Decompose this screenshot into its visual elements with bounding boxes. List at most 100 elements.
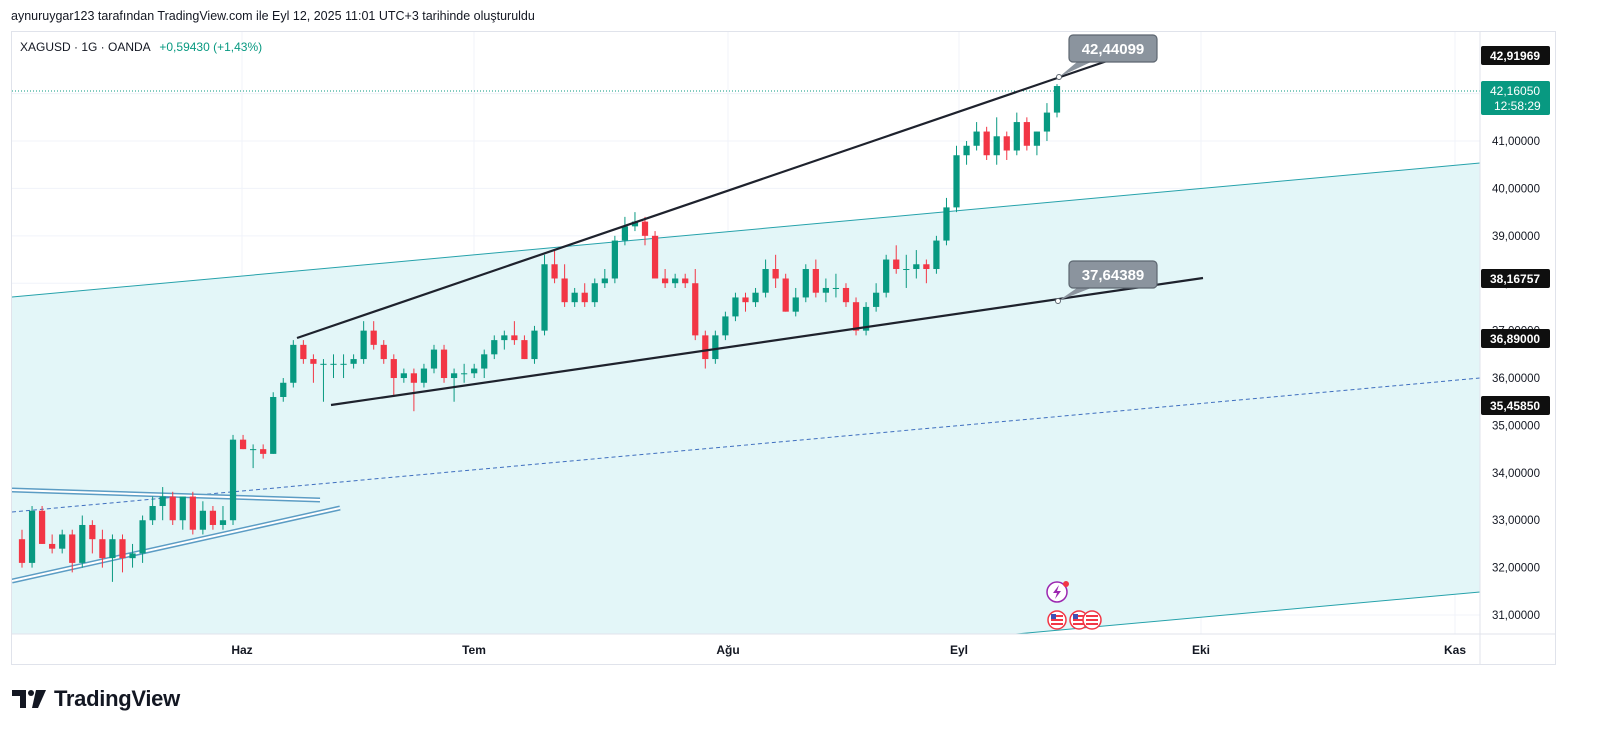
candle-body xyxy=(1013,122,1020,151)
candle-body xyxy=(832,287,840,289)
candle xyxy=(250,444,257,469)
candle-body xyxy=(742,297,749,303)
candle-body xyxy=(49,543,56,549)
candle-body xyxy=(461,373,468,375)
us-flag-icon[interactable] xyxy=(1082,610,1102,630)
candle-body xyxy=(812,269,819,293)
candle-body xyxy=(913,264,920,270)
candle-body xyxy=(250,449,257,451)
candle-body xyxy=(481,354,488,369)
candle xyxy=(481,349,488,379)
candle-body xyxy=(933,240,940,270)
trendline-upper xyxy=(296,58,1111,340)
price-callout[interactable]: 42,44099 xyxy=(1056,34,1158,80)
candle-body xyxy=(350,359,357,364)
candle-body xyxy=(491,340,498,355)
y-tick-label: 33,00000 xyxy=(1492,515,1540,527)
candle-body xyxy=(59,534,66,549)
candle-body xyxy=(842,287,850,303)
candle-body xyxy=(651,235,659,279)
candle xyxy=(1033,131,1041,156)
candle-body xyxy=(1023,122,1030,146)
candle xyxy=(973,122,980,151)
event-icons[interactable] xyxy=(1046,581,1102,630)
candle-body xyxy=(1043,112,1051,132)
candle-body xyxy=(450,373,458,379)
candle-body xyxy=(641,221,649,236)
us-flag-icon[interactable] xyxy=(1047,610,1067,630)
candle xyxy=(79,515,86,568)
price-label-bg xyxy=(1481,269,1550,288)
candle xyxy=(822,278,829,303)
candle xyxy=(28,506,36,568)
candle xyxy=(651,231,659,279)
candle-body xyxy=(752,292,759,303)
candle xyxy=(69,529,76,573)
candle-body xyxy=(18,539,26,563)
tradingview-brand[interactable]: TradingView xyxy=(12,686,180,712)
candle-body xyxy=(440,349,448,379)
candle-body xyxy=(280,382,287,397)
candle-body xyxy=(99,539,106,559)
candle-body xyxy=(893,259,900,270)
price-label-bg xyxy=(1481,329,1550,348)
callout-pointer xyxy=(1059,62,1091,77)
candle-body xyxy=(290,344,297,383)
price-callouts: 42,44099 37,64389 xyxy=(1055,34,1158,304)
y-tick-label: 36,00000 xyxy=(1492,373,1540,385)
candle xyxy=(1043,103,1051,142)
candle-body xyxy=(581,292,588,303)
candle xyxy=(461,363,468,383)
candle xyxy=(49,534,56,554)
price-label-bg xyxy=(1481,81,1550,115)
candle-body xyxy=(69,534,76,563)
y-tick-label: 32,00000 xyxy=(1492,563,1540,575)
candle xyxy=(802,264,809,303)
candle xyxy=(963,141,970,165)
candle xyxy=(330,354,337,379)
candle xyxy=(1003,131,1010,160)
candle-body xyxy=(993,136,1000,156)
candle xyxy=(772,254,779,288)
candle-body xyxy=(511,335,518,341)
candle-body xyxy=(189,496,196,530)
candle xyxy=(350,354,357,369)
candle xyxy=(883,254,890,298)
y-tick-label: 40,00000 xyxy=(1492,183,1540,195)
candle-body xyxy=(661,278,669,284)
lightning-icon[interactable] xyxy=(1046,581,1069,603)
candle xyxy=(953,145,960,213)
candle xyxy=(370,321,377,350)
price-label-text: 35,45850 xyxy=(1490,399,1540,413)
callout-label: 37,64389 xyxy=(1082,267,1145,284)
candle xyxy=(209,506,217,530)
candle-body xyxy=(802,269,809,298)
price-axis[interactable]: 31,00000 32,00000 33,00000 34,00000 35,00000… xyxy=(1492,89,1540,622)
candle-body xyxy=(28,510,36,563)
candle xyxy=(310,354,317,383)
y-tick-label: 35,00000 xyxy=(1492,420,1540,432)
candle-body xyxy=(270,396,277,454)
candle-body xyxy=(119,539,126,559)
symbol-label: XAGUSD · 1G · OANDA xyxy=(20,40,151,54)
price-label-text: 36,89000 xyxy=(1490,332,1540,346)
candle xyxy=(571,287,578,307)
symbol-info[interactable]: XAGUSD · 1G · OANDA +0,59430 (+1,43%) xyxy=(20,40,262,54)
candle-body xyxy=(430,349,438,369)
candle xyxy=(521,335,528,360)
candle-body xyxy=(943,207,950,241)
candle xyxy=(732,292,739,322)
x-tick-label: Eyl xyxy=(950,643,968,657)
candle-body xyxy=(89,524,96,540)
candle xyxy=(99,529,106,568)
candle-body xyxy=(551,264,558,279)
time-axis[interactable]: Haz Tem Ağu Eyl Eki Kas xyxy=(231,643,1466,657)
price-label-text: 42,91969 xyxy=(1490,49,1540,63)
candle xyxy=(149,496,156,525)
candle xyxy=(59,529,66,554)
price-callout[interactable]: 37,64389 xyxy=(1055,260,1158,304)
candle xyxy=(993,117,1000,165)
callout-label: 42,44099 xyxy=(1082,41,1145,58)
